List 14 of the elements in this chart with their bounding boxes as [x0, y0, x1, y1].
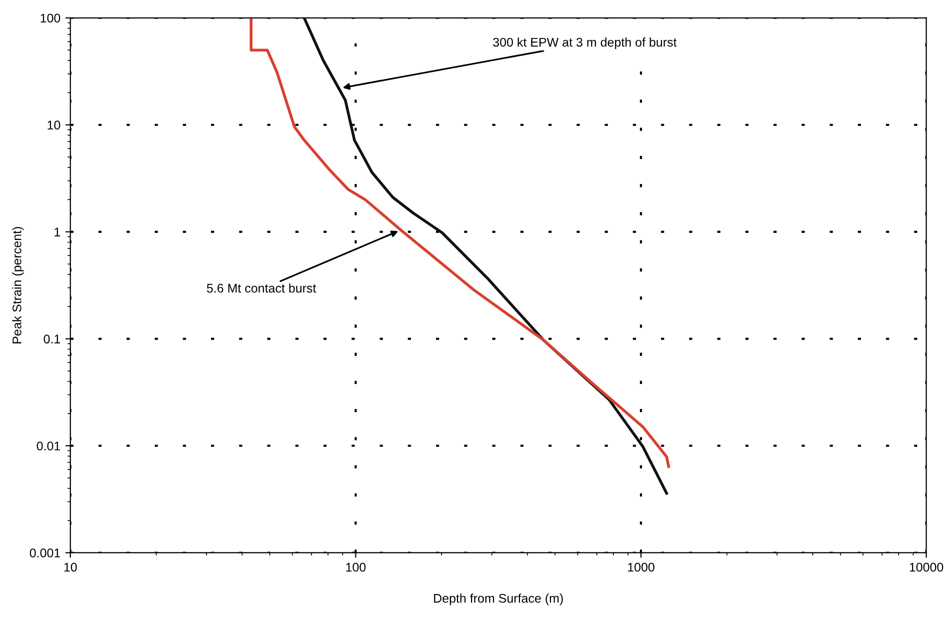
y-axis-title: Peak Strain (percent): [12, 227, 24, 344]
annotation: 300 kt EPW at 3 m depth of burst: [493, 38, 677, 50]
y-tick-label: 0.01: [36, 442, 60, 450]
y-tick-label: 10: [48, 120, 60, 130]
x-tick-label: 10: [64, 562, 77, 572]
x-tick-label: 10000: [910, 562, 944, 572]
y-tick-label: 0.1: [44, 334, 60, 344]
x-axis-title: Depth from Surface (m): [434, 594, 563, 606]
annotation: 5.6 Mt contact burst: [206, 283, 316, 293]
y-tick-label: 100: [40, 14, 60, 23]
y-tick-label: 0.001: [30, 548, 60, 558]
y-tick-label: 1: [54, 228, 60, 236]
x-tick-label: 100: [346, 562, 366, 572]
x-tick-label: 1000: [628, 562, 654, 572]
